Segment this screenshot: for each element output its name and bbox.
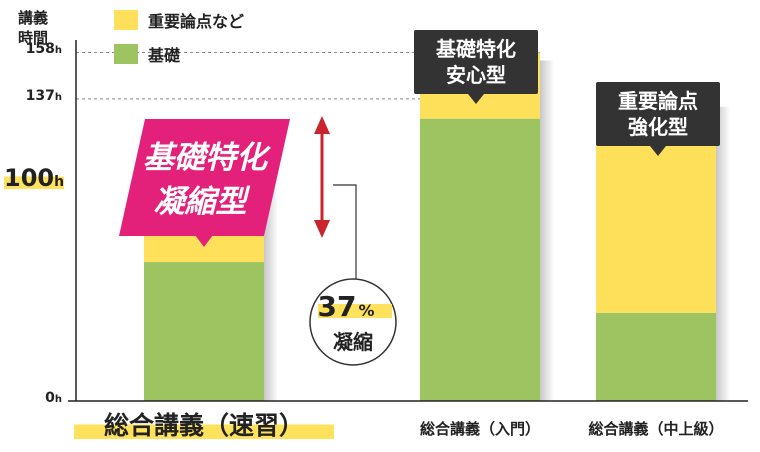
percent-label: 凝縮 [333, 330, 373, 354]
y-axis-title: 講義 時間 [18, 9, 49, 47]
legend-item-2: 基礎 [114, 42, 180, 66]
bar-shadow-3 [716, 106, 730, 402]
annotation-leader-line [333, 184, 357, 284]
callout-bar1-line1: 基礎特化 [143, 140, 271, 176]
percent-highlight [318, 304, 392, 318]
legend-swatch-2 [114, 44, 138, 64]
legend-label-1: 重要論点など [148, 12, 245, 31]
legend-label-2: 基礎 [148, 46, 181, 65]
bar-2-foundation [420, 118, 540, 401]
callout-bar1-line2: 凝縮型 [154, 184, 251, 220]
callout-bar1: 基礎特化 凝縮型 [119, 119, 290, 247]
legend-swatch-1 [114, 10, 138, 30]
callout-bar3: 重要論点 強化型 [596, 82, 720, 156]
y-tick-137: 137h [25, 87, 62, 104]
bar-shadow-1 [264, 188, 278, 401]
bar-1-foundation [144, 262, 264, 401]
x-label-2: 総合講義（入門） [419, 420, 540, 438]
x-label-1: 総合講義（速習） [74, 406, 334, 442]
percent-value: 37% [318, 290, 375, 323]
y-tick-0: 0h [45, 390, 62, 406]
callout-bar2: 基礎特化 安心型 [414, 30, 538, 104]
y-tick-158: 158h [25, 41, 62, 58]
bar-shadow-2 [540, 60, 554, 402]
bar-3-foundation [596, 312, 716, 401]
percent-circle [309, 278, 397, 366]
difference-arrow [314, 116, 330, 238]
x-label-3: 総合講義（中上級） [588, 420, 724, 438]
legend-item-1: 重要論点など [114, 8, 244, 32]
y-tick-100: 100h [4, 164, 65, 193]
